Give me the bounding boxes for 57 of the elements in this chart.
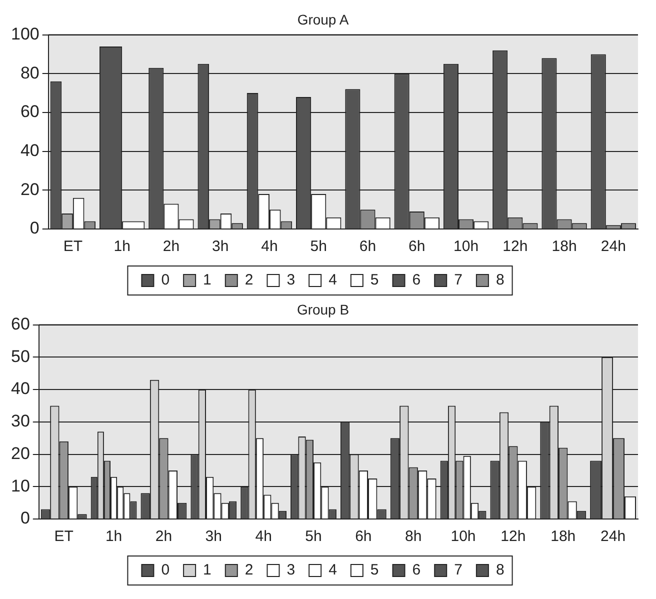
chart-title: Group B [296, 301, 350, 318]
x-tick-label: 12h [500, 528, 526, 546]
legend-label: 7 [454, 272, 462, 289]
y-tick-label: 20 [10, 444, 30, 463]
x-tick-label: 6h [355, 528, 372, 546]
y-tick-label: 40 [20, 141, 40, 160]
legend-label: 4 [328, 272, 337, 289]
legend-label: 2 [244, 562, 254, 579]
legend-label: 0 [161, 562, 170, 579]
legend-label: 8 [496, 562, 504, 579]
x-tick-label: 5h [310, 238, 327, 256]
x-tick-label: 6h [359, 238, 376, 256]
legend-label: 8 [496, 272, 504, 289]
y-tick-label: 60 [20, 102, 40, 122]
legend-label: 3 [286, 562, 296, 579]
y-tick-label: 60 [10, 314, 30, 334]
y-tick-label: 30 [10, 412, 30, 431]
x-tick-label: 1h [105, 528, 122, 546]
chart-title: Group A [297, 11, 350, 28]
x-tick-label: 8h [404, 528, 422, 546]
legend-label: 2 [244, 272, 254, 289]
x-tick-label: 12h [502, 238, 528, 256]
y-tick-label: 80 [20, 63, 40, 82]
x-tick-label: 3h [212, 238, 229, 256]
x-tick-label: 24h [600, 528, 626, 546]
x-tick-label: 1h [114, 238, 130, 256]
legend-label: 1 [203, 562, 212, 579]
legend-label: 7 [454, 562, 462, 579]
y-tick-label: 40 [10, 379, 30, 398]
y-tick-label: 20 [20, 180, 40, 199]
x-tick-label: 18h [550, 528, 576, 546]
x-tick-label: 4h [261, 238, 278, 256]
legend-label: 6 [412, 272, 421, 289]
x-tick-label: 4h [255, 528, 272, 546]
x-tick-label: 5h [305, 528, 322, 546]
x-tick-label: 10h [454, 238, 479, 256]
legend-label: 5 [370, 272, 379, 289]
y-tick-label: 50 [10, 346, 30, 366]
y-tick-label: 100 [10, 24, 40, 44]
legend-label: 0 [161, 272, 170, 289]
legend-label: 4 [328, 562, 337, 579]
x-tick-label: 6h [408, 238, 426, 256]
y-tick-label: 0 [30, 218, 40, 238]
x-tick-label: 10h [450, 528, 476, 546]
y-tick-label: 10 [10, 476, 30, 496]
x-tick-label: ET [63, 238, 83, 256]
legend-label: 6 [412, 562, 421, 579]
legend-label: 1 [203, 272, 212, 289]
x-tick-label: 2h [162, 238, 180, 256]
x-tick-label: ET [54, 528, 74, 546]
legend-label: 5 [370, 562, 379, 579]
y-tick-label: 0 [20, 508, 30, 528]
x-tick-label: 18h [552, 238, 577, 256]
legend-label: 3 [286, 272, 296, 289]
x-tick-label: 2h [155, 528, 172, 546]
x-tick-label: 24h [600, 238, 626, 256]
x-tick-label: 3h [205, 528, 222, 546]
